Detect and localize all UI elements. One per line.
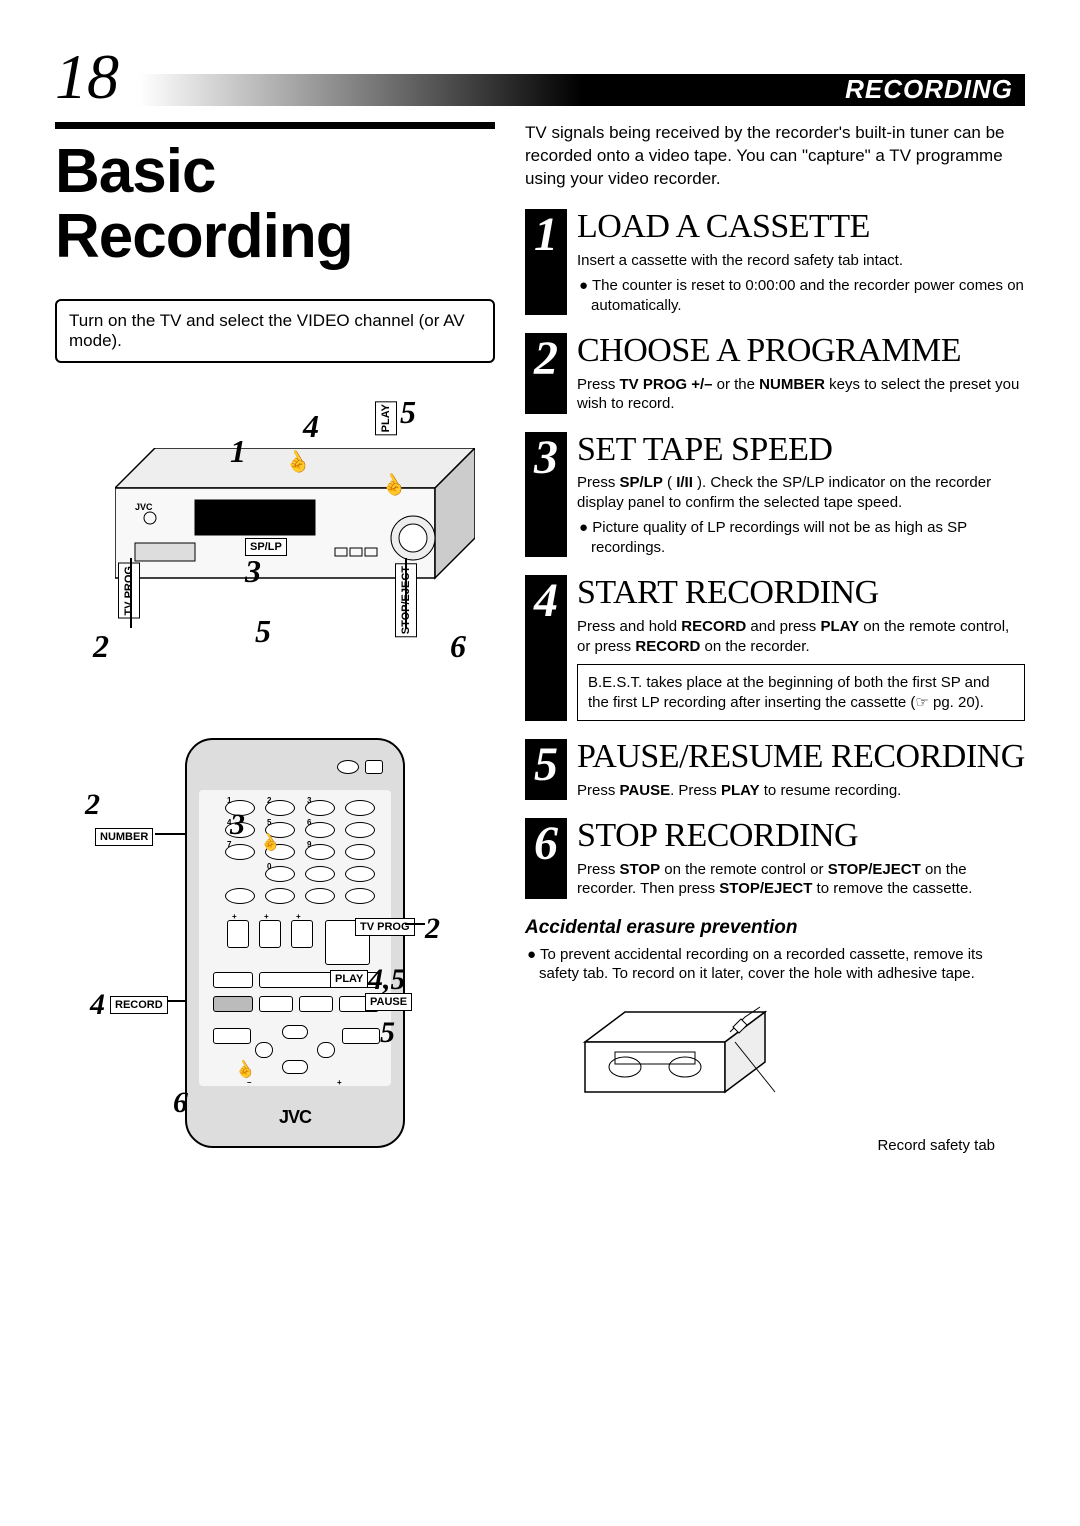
safety-tab-label: Record safety tab [525, 1137, 1025, 1154]
label-tv-prog-rem: TV PROG [355, 918, 415, 936]
step-text: Press STOP on the remote control or STOP… [577, 860, 1025, 899]
erasure-text: To prevent accidental recording on a rec… [525, 945, 1025, 984]
title-rule [55, 122, 495, 129]
step-1: 1 LOAD A CASSETTE Insert a cassette with… [525, 209, 1025, 315]
callout-vcr-5b: 5 [255, 613, 271, 650]
step-text: Press and hold RECORD and press PLAY on … [577, 617, 1025, 656]
label-record-rem: RECORD [110, 996, 168, 1014]
callout-vcr-3: 3 [245, 553, 261, 590]
step-text: Press SP/LP ( I/II ). Check the SP/LP in… [577, 473, 1025, 512]
label-tv-prog-vcr: TV PROG [118, 563, 140, 619]
step-3: 3 SET TAPE SPEED Press SP/LP ( I/II ). C… [525, 432, 1025, 558]
step-bullet: The counter is reset to 0:00:00 and the … [577, 276, 1025, 315]
step-text: Insert a cassette with the record safety… [577, 251, 1025, 271]
header-bar: RECORDING [139, 74, 1025, 106]
step-text: Press TV PROG +/– or the NUMBER keys to … [577, 375, 1025, 414]
intro-text: TV signals being received by the recorde… [525, 122, 1025, 191]
callout-rem-5: 5 [380, 1016, 395, 1050]
step-number: 2 [525, 333, 567, 414]
label-play-vcr: PLAY [375, 401, 397, 435]
callout-vcr-6: 6 [450, 628, 466, 665]
cassette-diagram [525, 992, 825, 1132]
callout-rem-2a: 2 [85, 788, 100, 822]
callout-vcr-2: 2 [93, 628, 109, 665]
label-play-rem: PLAY [330, 970, 368, 988]
callout-vcr-4: 4 [303, 408, 319, 445]
step-6: 6 STOP RECORDING Press STOP on the remot… [525, 818, 1025, 899]
step-title: PAUSE/RESUME RECORDING [577, 739, 1025, 775]
erasure-heading: Accidental erasure prevention [525, 917, 1025, 939]
callout-rem-6: 6 [173, 1086, 188, 1120]
step-title: SET TAPE SPEED [577, 432, 1025, 468]
label-sp-lp: SP/LP [245, 538, 287, 556]
step-bullet: Picture quality of LP recordings will no… [577, 518, 1025, 557]
tv-instruction-box: Turn on the TV and select the VIDEO chan… [55, 299, 495, 363]
step-number: 3 [525, 432, 567, 558]
step-title: LOAD A CASSETTE [577, 209, 1025, 245]
step-number: 5 [525, 739, 567, 800]
callout-rem-2b: 2 [425, 912, 440, 946]
diagram-area: JVC 1 2 3 4 5 5 6 TV PROG SP/LP PLAY [55, 388, 495, 1308]
step-4: 4 START RECORDING Press and hold RECORD … [525, 575, 1025, 721]
page-number: 18 [55, 40, 119, 114]
step-note: B.E.S.T. takes place at the beginning of… [577, 664, 1025, 721]
step-title: CHOOSE A PROGRAMME [577, 333, 1025, 369]
step-number: 1 [525, 209, 567, 315]
callout-rem-3: 3 [230, 808, 245, 842]
svg-text:JVC: JVC [135, 502, 153, 512]
callout-rem-4: 4 [90, 988, 105, 1022]
jvc-logo: JVC [279, 1107, 311, 1128]
step-number: 4 [525, 575, 567, 721]
step-number: 6 [525, 818, 567, 899]
step-text: Press PAUSE. Press PLAY to resume record… [577, 781, 1025, 801]
label-pause-rem: PAUSE [365, 993, 412, 1011]
main-title: Basic Recording [55, 139, 495, 269]
step-title: START RECORDING [577, 575, 1025, 611]
remote-diagram: + + + [185, 738, 405, 1148]
callout-vcr-1: 1 [230, 433, 246, 470]
callout-rem-45: 4,5 [368, 963, 406, 997]
callout-vcr-5a: 5 [400, 394, 416, 431]
section-label: RECORDING [845, 74, 1013, 105]
step-title: STOP RECORDING [577, 818, 1025, 854]
step-2: 2 CHOOSE A PROGRAMME Press TV PROG +/– o… [525, 333, 1025, 414]
step-5: 5 PAUSE/RESUME RECORDING Press PAUSE. Pr… [525, 739, 1025, 800]
label-number: NUMBER [95, 828, 153, 846]
